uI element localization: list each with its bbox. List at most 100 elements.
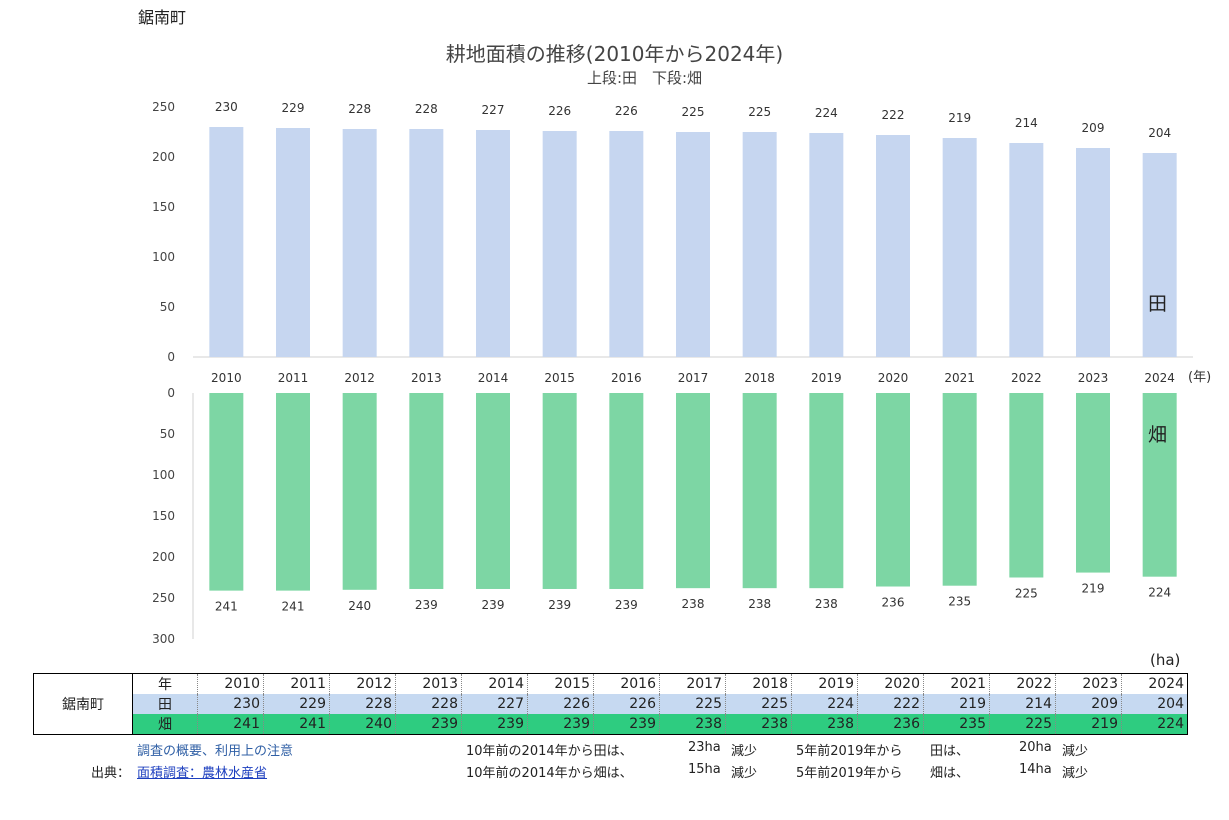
source-label: 出典： <box>91 766 131 781</box>
bottom-y-tick-label: 250 <box>152 591 175 605</box>
paddy-bar <box>676 132 710 357</box>
note-paddy-10yr-amount: 23ha <box>688 740 721 755</box>
paddy-value-label: 226 <box>615 104 638 118</box>
field-value-label: 238 <box>682 597 705 611</box>
paddy-bar <box>809 133 844 357</box>
field-bar <box>276 393 310 591</box>
field-bar <box>809 393 844 589</box>
table-value-cell: 239 <box>527 714 594 735</box>
note-field-10yr-change: 減少 <box>731 766 758 781</box>
table-year-cell: 2018 <box>725 673 792 694</box>
table-value-cell: 228 <box>395 694 462 714</box>
table-value-cell: 239 <box>461 714 528 735</box>
year-unit-label: (年) <box>1188 370 1211 385</box>
x-tick-label: 2010 <box>211 371 242 385</box>
field-bar <box>476 393 510 589</box>
paddy-bar <box>1142 153 1177 357</box>
note-field-5yr: 5年前2019年から <box>796 766 903 781</box>
field-value-label: 225 <box>1015 587 1038 601</box>
table-value-cell: 238 <box>791 714 858 735</box>
survey-notes-link[interactable]: 調査の概要、利用上の注意 <box>137 744 294 759</box>
top-y-tick-label: 100 <box>152 250 175 264</box>
note-field-10yr-amount: 15ha <box>688 762 721 777</box>
paddy-value-label: 204 <box>1148 126 1171 140</box>
top-y-tick-label: 250 <box>152 100 175 114</box>
note-field-10yr: 10年前の2014年から畑は、 <box>466 766 633 781</box>
table-value-cell: 219 <box>923 694 990 714</box>
paddy-bar <box>209 127 244 357</box>
bottom-y-tick-label: 150 <box>152 509 175 523</box>
paddy-value-label: 227 <box>482 103 505 117</box>
paddy-bar <box>742 132 777 357</box>
paddy-value-label: 222 <box>882 108 905 122</box>
bottom-y-tick-label: 100 <box>152 468 175 482</box>
x-tick-label: 2013 <box>411 371 442 385</box>
field-bar <box>209 393 244 591</box>
paddy-value-label: 230 <box>215 100 238 114</box>
town-name: 鋸南町 <box>138 8 187 27</box>
field-value-label: 239 <box>615 598 638 612</box>
field-value-label: 241 <box>215 600 238 614</box>
bottom-y-tick-label: 50 <box>160 427 175 441</box>
table-value-cell: 230 <box>197 694 264 714</box>
note-paddy-5yr-change: 減少 <box>1062 744 1089 759</box>
series-label-field: 畑 <box>1148 424 1167 446</box>
x-tick-label: 2017 <box>678 371 709 385</box>
x-tick-label: 2024 <box>1144 371 1175 385</box>
table-year-cell: 2024 <box>1121 673 1188 694</box>
field-value-label: 239 <box>482 598 505 612</box>
table-value-cell: 235 <box>923 714 990 735</box>
paddy-bar <box>1009 143 1044 357</box>
note-paddy-10yr-change: 減少 <box>731 744 758 759</box>
x-tick-label: 2020 <box>878 371 909 385</box>
paddy-bar <box>476 130 510 357</box>
note-paddy-5yr: 5年前2019年から <box>796 744 903 759</box>
field-bar <box>342 393 377 590</box>
table-value-cell: 204 <box>1121 694 1188 714</box>
table-value-cell: 224 <box>791 694 858 714</box>
note-field-5yr-subject: 畑は、 <box>930 766 970 781</box>
x-tick-label: 2019 <box>811 371 842 385</box>
x-tick-label: 2015 <box>544 371 575 385</box>
paddy-value-label: 224 <box>815 106 838 120</box>
table-value-cell: 239 <box>395 714 462 735</box>
source-link[interactable]: 面積調査：農林水産省 <box>137 766 268 781</box>
table-value-cell: 214 <box>989 694 1056 714</box>
table-value-cell: 209 <box>1055 694 1122 714</box>
field-bar <box>542 393 577 589</box>
chart-title: 耕地面積の推移(2010年から2024年) <box>445 42 784 66</box>
paddy-bar <box>342 129 377 357</box>
x-tick-label: 2014 <box>478 371 509 385</box>
paddy-value-label: 209 <box>1082 121 1105 135</box>
paddy-bar <box>409 129 444 357</box>
table-year-cell: 2015 <box>527 673 594 694</box>
field-value-label: 219 <box>1082 582 1105 596</box>
table-value-cell: 241 <box>197 714 264 735</box>
field-bar <box>876 393 910 587</box>
paddy-bar <box>876 135 910 357</box>
paddy-bar <box>942 138 977 357</box>
field-bar <box>1142 393 1177 577</box>
table-value-cell: 238 <box>725 714 792 735</box>
field-value-label: 238 <box>815 597 838 611</box>
paddy-value-label: 226 <box>548 104 571 118</box>
table-value-cell: 236 <box>857 714 924 735</box>
x-tick-label: 2021 <box>944 371 975 385</box>
bottom-y-tick-label: 200 <box>152 550 175 564</box>
table-row-label-paddy: 田 <box>132 694 198 714</box>
note-paddy-5yr-amount: 20ha <box>1019 740 1052 755</box>
note-paddy-10yr: 10年前の2014年から田は、 <box>466 744 633 759</box>
table-value-cell: 224 <box>1121 714 1188 735</box>
paddy-value-label: 214 <box>1015 116 1038 130</box>
top-y-tick-label: 150 <box>152 200 175 214</box>
data-table: 鋸南町 年 2010 2011 2012 2013 2014 2015 2016 2017 20… <box>33 673 1188 735</box>
field-bar <box>942 393 977 586</box>
table-value-cell: 229 <box>263 694 330 714</box>
table-value-cell: 225 <box>989 714 1056 735</box>
field-value-label: 239 <box>415 598 438 612</box>
table-year-cell: 2022 <box>989 673 1056 694</box>
note-field-5yr-change: 減少 <box>1062 766 1089 781</box>
top-y-tick-label: 0 <box>167 350 175 364</box>
field-bar <box>676 393 710 589</box>
x-tick-label: 2012 <box>344 371 375 385</box>
